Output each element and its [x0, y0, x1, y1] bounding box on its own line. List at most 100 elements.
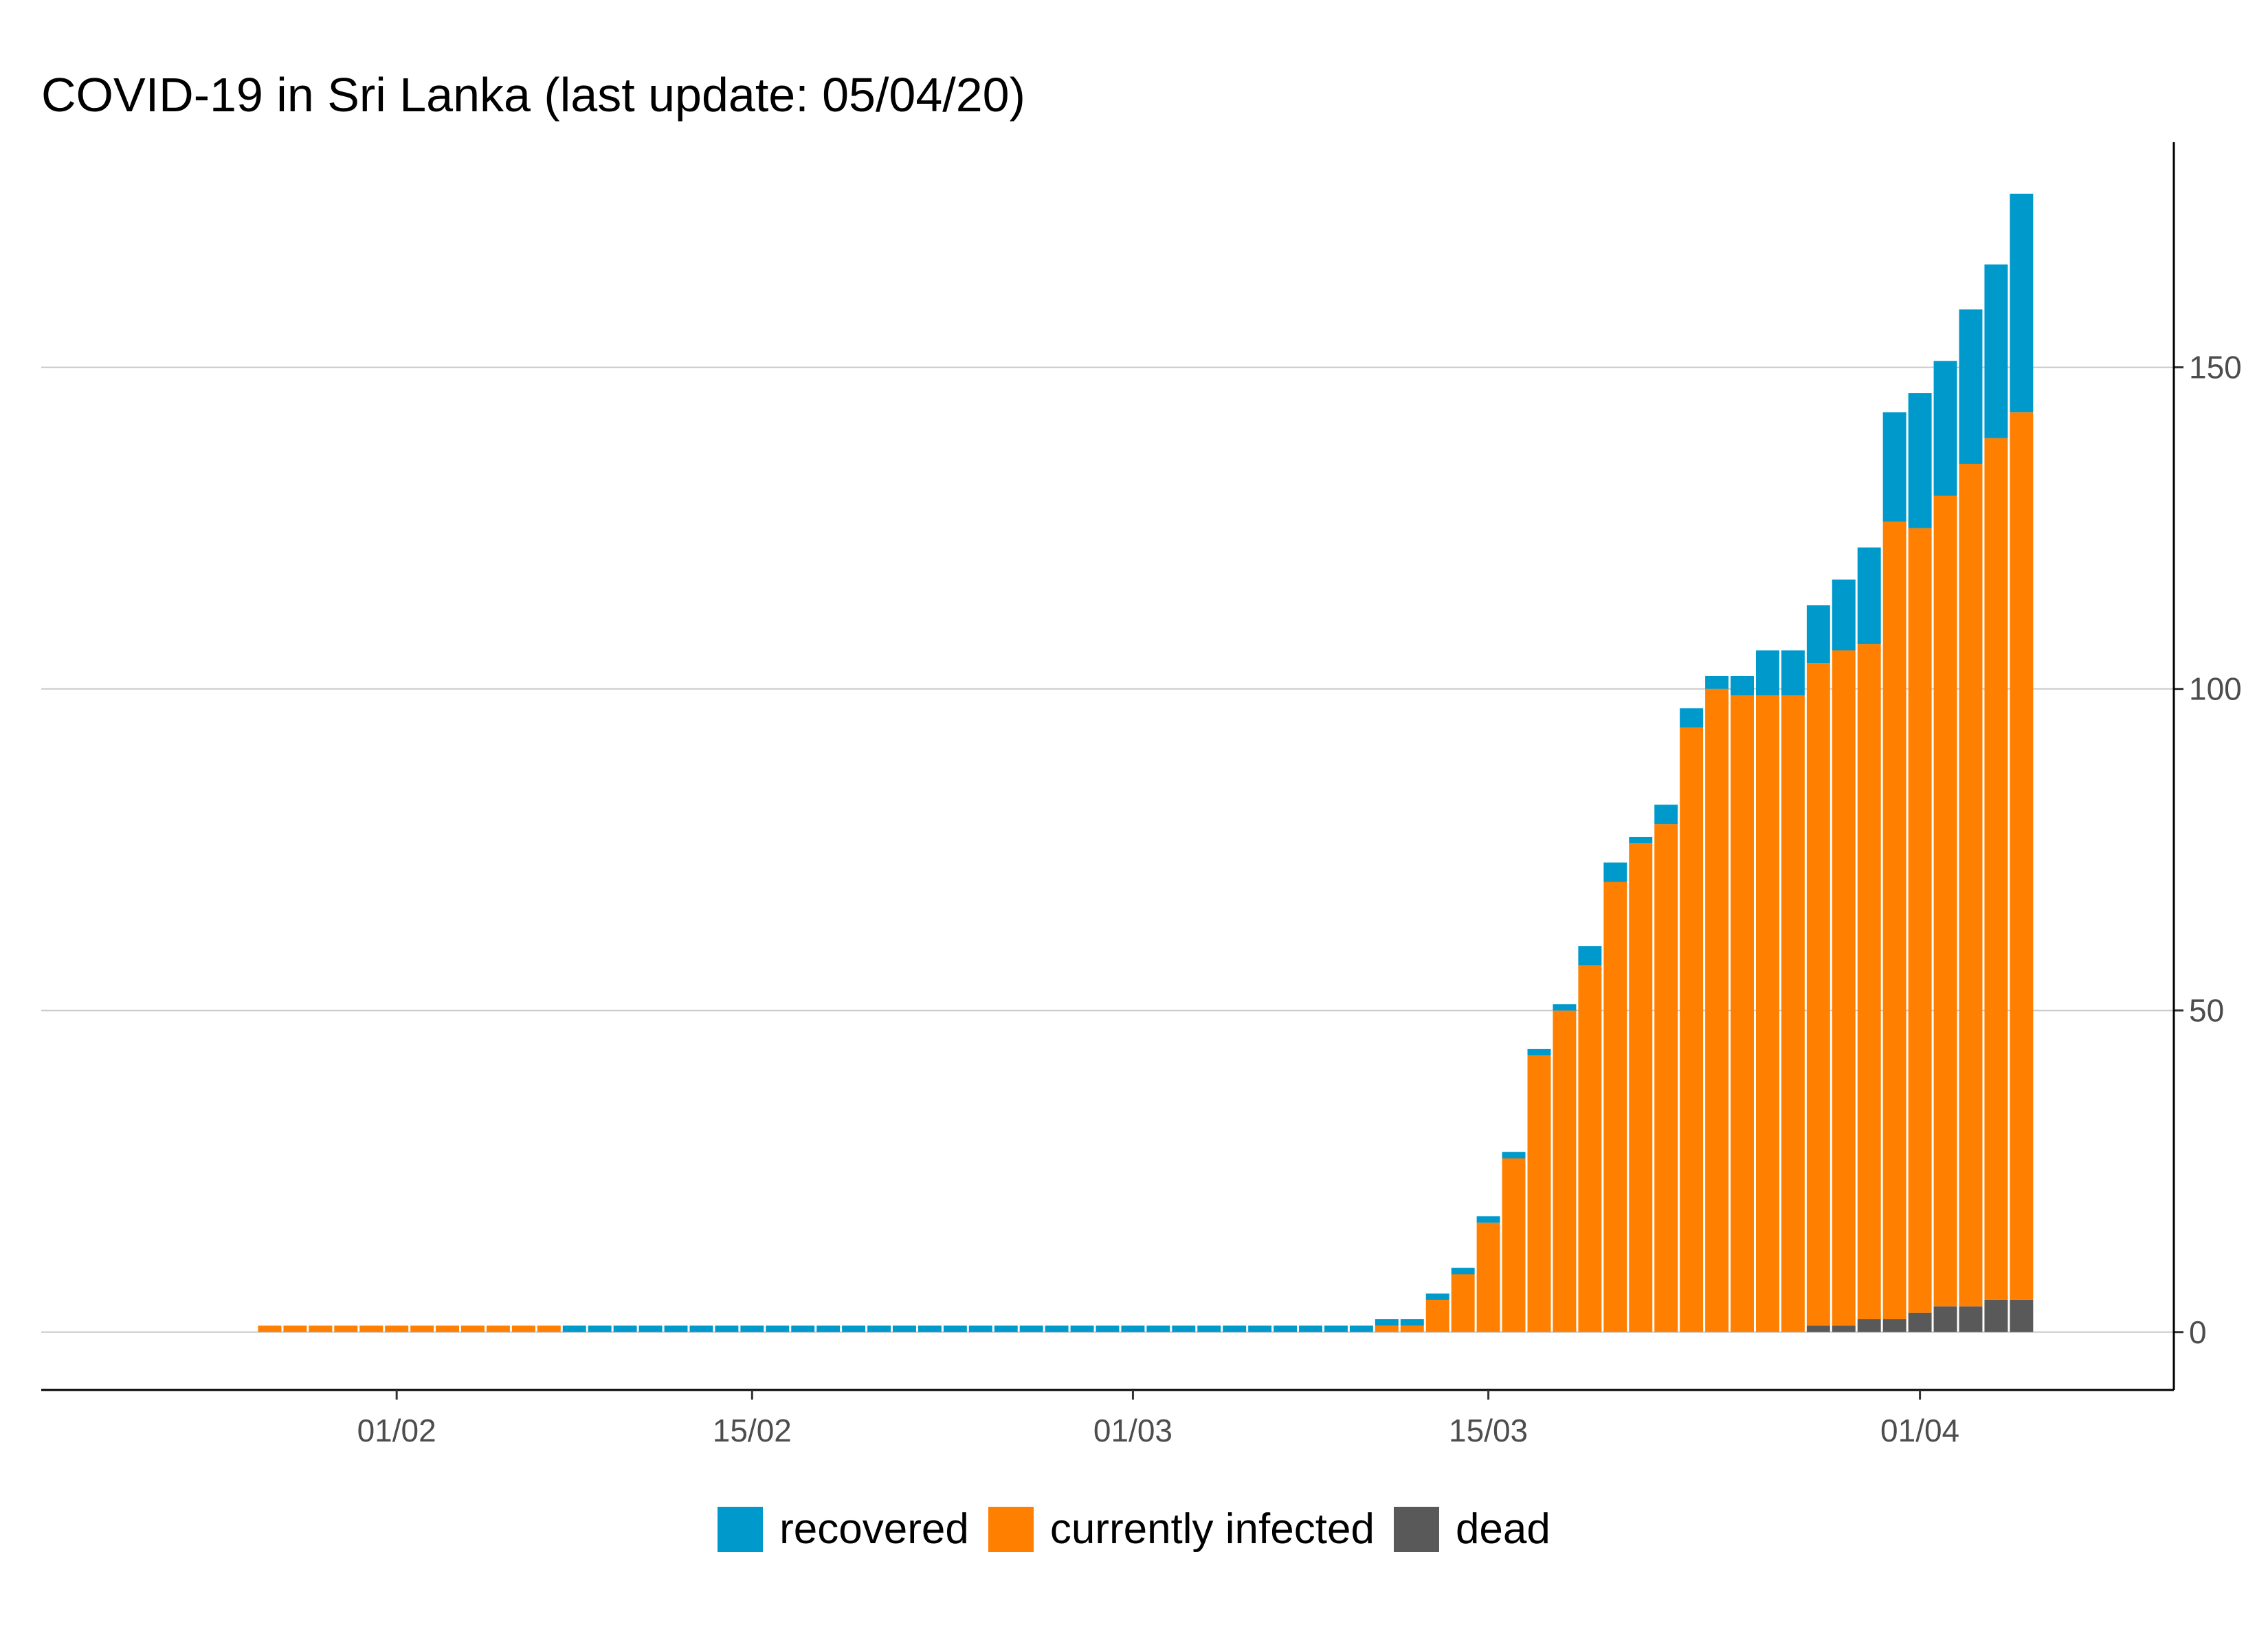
- bar-currently-infected: [1425, 1299, 1449, 1332]
- bar-recovered: [1299, 1325, 1322, 1332]
- x-tick-label: 01/02: [357, 1413, 436, 1448]
- bar-recovered: [918, 1325, 942, 1332]
- bar-currently-infected: [1731, 695, 1754, 1332]
- legend-key-dead: [1393, 1506, 1439, 1552]
- bar-recovered: [1959, 309, 1983, 464]
- bar-recovered: [893, 1325, 916, 1332]
- legend-label-dead: dead: [1455, 1505, 1550, 1553]
- bar-currently-infected: [1984, 438, 2008, 1300]
- bar-recovered: [562, 1325, 586, 1332]
- bar-recovered: [1197, 1325, 1221, 1332]
- bar-currently-infected: [1527, 1055, 1551, 1332]
- legend: recovered currently infected dead: [0, 1505, 2268, 1553]
- bar-recovered: [1248, 1325, 1272, 1332]
- bar-recovered: [1375, 1319, 1399, 1326]
- bar-currently-infected: [1502, 1158, 1526, 1332]
- x-tick-label: 15/03: [1449, 1413, 1528, 1448]
- bar-recovered: [588, 1325, 612, 1332]
- legend-item-recovered[interactable]: recovered: [718, 1505, 969, 1553]
- bar-recovered: [1045, 1325, 1069, 1332]
- bar-currently-infected: [1629, 843, 1653, 1332]
- bar-dead: [1806, 1325, 1830, 1332]
- bar-currently-infected: [1755, 695, 1779, 1332]
- bar-recovered: [1146, 1325, 1170, 1332]
- bar-currently-infected: [1781, 695, 1805, 1332]
- bar-recovered: [1781, 650, 1805, 696]
- bar-recovered: [842, 1325, 866, 1332]
- bar-currently-infected: [1933, 495, 1957, 1307]
- y-tick-label: 150: [2189, 350, 2242, 385]
- legend-key-recovered: [718, 1506, 764, 1552]
- bar-currently-infected: [436, 1325, 460, 1332]
- bar-currently-infected: [258, 1325, 282, 1332]
- bar-recovered: [1476, 1216, 1500, 1223]
- bar-recovered: [1908, 393, 1932, 528]
- bar-recovered: [1933, 361, 1957, 496]
- bar-currently-infected: [1882, 521, 1906, 1320]
- bar-recovered: [816, 1325, 841, 1332]
- bar-dead: [1984, 1299, 2008, 1332]
- bar-currently-infected: [2010, 412, 2034, 1300]
- bar-recovered: [1019, 1325, 1043, 1332]
- bar-dead: [2010, 1299, 2034, 1332]
- bar-recovered: [1527, 1048, 1551, 1056]
- bar-recovered: [1680, 708, 1704, 728]
- y-tick-label: 50: [2189, 993, 2224, 1029]
- bar-recovered: [1857, 547, 1881, 644]
- chart-title: COVID-19 in Sri Lanka (last update: 05/0…: [41, 68, 1025, 122]
- bar-currently-infected: [309, 1325, 333, 1332]
- bar-currently-infected: [1578, 965, 1602, 1332]
- bar-currently-infected: [1603, 882, 1627, 1332]
- legend-label-currently-infected: currently infected: [1049, 1505, 1375, 1553]
- bar-currently-infected: [511, 1325, 535, 1332]
- bar-recovered: [1806, 605, 1830, 664]
- bar-currently-infected: [1832, 650, 1856, 1326]
- x-tick-label: 01/04: [1880, 1413, 1959, 1448]
- bar-currently-infected: [1680, 727, 1704, 1332]
- bar-currently-infected: [1857, 644, 1881, 1320]
- y-tick-label: 100: [2189, 671, 2242, 707]
- bar-recovered: [1172, 1325, 1196, 1332]
- bar-recovered: [968, 1325, 992, 1332]
- bar-recovered: [613, 1325, 637, 1332]
- bar-recovered: [1223, 1325, 1247, 1332]
- bar-recovered: [1882, 412, 1906, 522]
- bar-recovered: [638, 1325, 663, 1332]
- bar-recovered: [1629, 836, 1653, 844]
- bar-recovered: [2010, 193, 2034, 413]
- bar-currently-infected: [1806, 663, 1830, 1326]
- bar-dead: [1882, 1319, 1906, 1332]
- bar-currently-infected: [486, 1325, 510, 1332]
- bar-currently-infected: [1705, 688, 1729, 1332]
- bar-currently-infected: [1654, 824, 1678, 1332]
- bar-recovered: [943, 1325, 967, 1332]
- bar-dead: [1959, 1306, 1983, 1332]
- bar-recovered: [1096, 1325, 1120, 1332]
- bar-currently-infected: [1908, 528, 1932, 1313]
- x-tick-label: 15/02: [713, 1413, 792, 1448]
- legend-item-currently-infected[interactable]: currently infected: [988, 1505, 1375, 1553]
- bar-recovered: [791, 1325, 815, 1332]
- bar-currently-infected: [1553, 1010, 1577, 1332]
- bar-currently-infected: [461, 1325, 485, 1332]
- bar-recovered: [1425, 1293, 1449, 1300]
- bar-recovered: [1451, 1268, 1475, 1275]
- bar-recovered: [1654, 805, 1678, 824]
- bar-currently-infected: [410, 1325, 434, 1332]
- bar-recovered: [689, 1325, 713, 1332]
- bar-currently-infected: [1476, 1222, 1500, 1332]
- legend-key-currently-infected: [988, 1506, 1034, 1552]
- bar-currently-infected: [1451, 1274, 1475, 1332]
- bar-currently-infected: [1959, 464, 1983, 1307]
- legend-item-dead[interactable]: dead: [1393, 1505, 1550, 1553]
- bar-recovered: [740, 1325, 764, 1332]
- bar-recovered: [1832, 579, 1856, 651]
- y-tick-label: 0: [2189, 1314, 2207, 1350]
- bar-recovered: [1603, 862, 1627, 882]
- bar-recovered: [1755, 650, 1779, 696]
- bar-recovered: [766, 1325, 790, 1332]
- bar-recovered: [1070, 1325, 1094, 1332]
- bar-recovered: [1324, 1325, 1348, 1332]
- bar-currently-infected: [283, 1325, 307, 1332]
